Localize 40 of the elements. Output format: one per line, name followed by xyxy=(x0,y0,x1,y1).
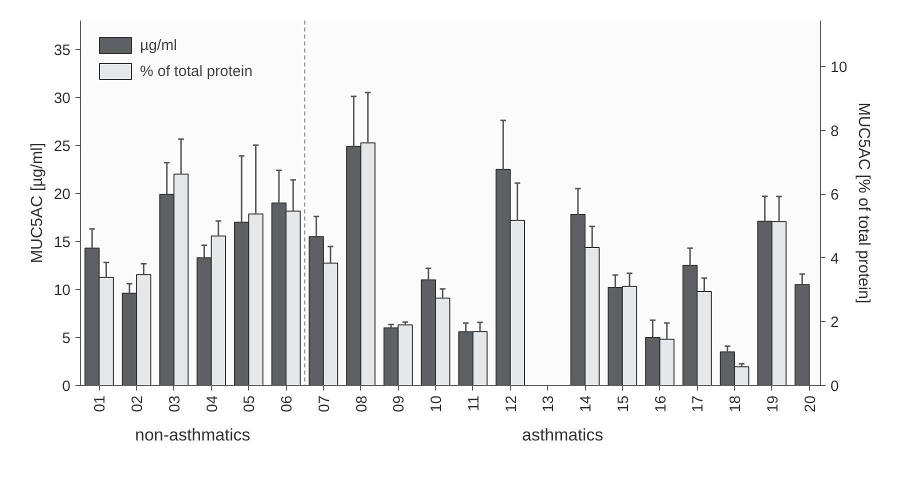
x-tick-label: 05 xyxy=(241,395,258,412)
x-tick-label: 16 xyxy=(652,395,670,412)
x-tick-label: 17 xyxy=(690,395,707,412)
x-tick-label: 09 xyxy=(390,395,408,412)
y-tick-label: 5 xyxy=(62,330,70,347)
y-tick-label: 10 xyxy=(54,282,71,299)
y2-tick-label: 10 xyxy=(830,59,848,76)
y-tick-label: 35 xyxy=(54,42,71,59)
x-tick-label: 18 xyxy=(727,395,744,412)
legend-label: % of total protein xyxy=(140,62,253,80)
x-tick-label: 04 xyxy=(204,395,221,412)
x-tick-label: 20 xyxy=(802,395,819,412)
x-tick-label: 02 xyxy=(129,395,146,412)
x-tick-label: 15 xyxy=(614,395,632,412)
x-tick-label: 14 xyxy=(578,395,595,412)
x-tick-label: 19 xyxy=(764,395,782,412)
x-tick-label: 06 xyxy=(278,395,296,412)
y-axis-title: MUC5AC [µg/ml] xyxy=(28,142,46,264)
x-tick-label: 03 xyxy=(166,395,184,412)
y-tick-label: 30 xyxy=(54,90,71,107)
y2-tick-label: 2 xyxy=(830,314,839,332)
y-tick-label: 25 xyxy=(54,138,71,155)
x-tick-label: 01 xyxy=(92,395,109,412)
x-tick-label: 08 xyxy=(353,395,370,412)
x-tick-label: 12 xyxy=(502,395,520,412)
legend-label: µg/ml xyxy=(140,36,177,54)
y2-tick-label: 4 xyxy=(830,250,839,268)
y-tick-label: 0 xyxy=(62,378,70,395)
y-tick-label: 15 xyxy=(54,234,71,251)
x-tick-label: 10 xyxy=(428,395,446,412)
y2-axis-title: MUC5AC [% of total protein] xyxy=(855,102,872,304)
y-tick-label: 20 xyxy=(54,186,71,203)
y2-tick-label: 0 xyxy=(830,378,839,395)
text: non-asthmatics xyxy=(134,426,250,444)
x-tick-label: 07 xyxy=(316,395,333,412)
x-tick-label: 13 xyxy=(540,395,558,412)
x-tick-label: 11 xyxy=(465,395,482,412)
y2-tick-label: 6 xyxy=(830,186,839,204)
text: asthmatics xyxy=(522,426,604,444)
y2-tick-label: 8 xyxy=(830,122,839,140)
